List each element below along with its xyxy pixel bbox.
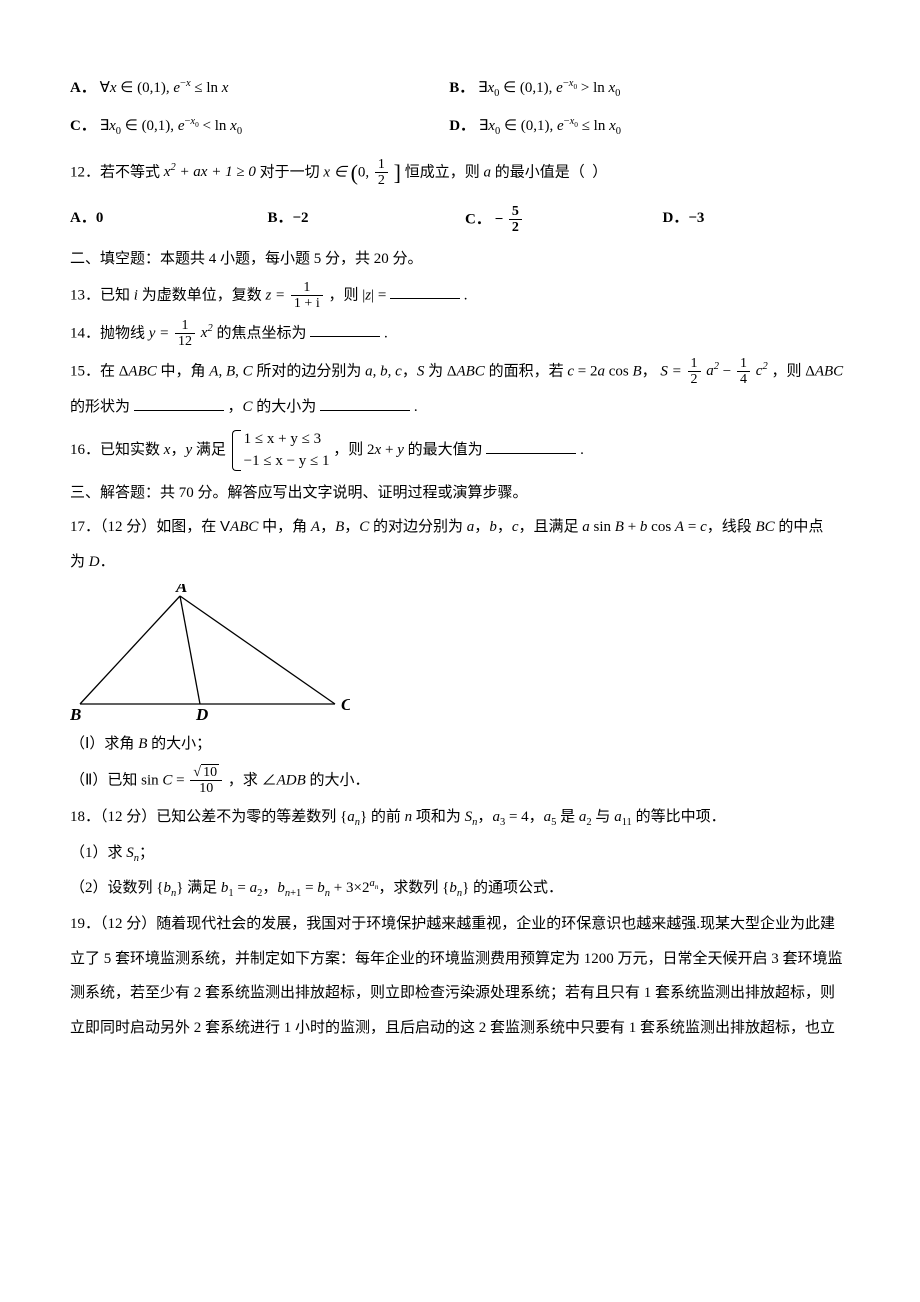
q17-stem1: 17．（12 分）如图，在 VABC 中，角 A，B，C 的对边分别为 a，b，… bbox=[70, 513, 860, 542]
q15-line1: 15．在 ΔABC 中，角 A, B, C 所对的边分别为 a, b, c，S … bbox=[70, 356, 860, 388]
q12-pre: 12．若不等式 bbox=[70, 164, 164, 180]
q12-opt-a: A．0 bbox=[70, 204, 268, 236]
q12-options: A．0 B．−2 C． − 52 D．−3 bbox=[70, 200, 860, 240]
brace-bot: −1 ≤ x − y ≤ 1 bbox=[244, 450, 330, 473]
opt-expr: ∀x ∈ (0,1), e−x ≤ ln x bbox=[100, 80, 229, 96]
q12-xin: x ∈ bbox=[323, 164, 350, 180]
q11-opt-b: B． ∃x0 ∈ (0,1), e−x0 > ln x0 bbox=[449, 74, 828, 104]
svg-text:C: C bbox=[341, 695, 350, 714]
rbracket-icon: ] bbox=[394, 160, 401, 185]
svg-text:A: A bbox=[175, 584, 187, 596]
sqrt-num: √10 bbox=[190, 765, 222, 781]
q13-frac: 11 + i bbox=[291, 280, 323, 312]
opt-label: A． bbox=[70, 80, 96, 96]
x2: x2 bbox=[201, 325, 213, 341]
section-2-header: 二、填空题：本题共 4 小题，每小题 5 分，共 20 分。 bbox=[70, 245, 860, 274]
opt-label: C． bbox=[465, 211, 491, 227]
opt-label: C． bbox=[70, 118, 96, 134]
S-eq: S = bbox=[660, 363, 685, 379]
q17-p2-pre: （Ⅱ）已知 sin C = bbox=[70, 772, 188, 788]
c2: c2 bbox=[756, 363, 768, 379]
a2: a2 bbox=[706, 363, 719, 379]
q15-quarter: 14 bbox=[737, 356, 750, 388]
q13-blank bbox=[390, 283, 460, 299]
q13-pre: 13．已知 i 为虚数单位，复数 bbox=[70, 287, 265, 303]
q17-part1: （Ⅰ）求角 B 的大小； bbox=[70, 730, 860, 759]
q16-pre: 16．已知实数 x，y 满足 bbox=[70, 442, 230, 458]
section-3-header: 三、解答题：共 70 分。解答应写出文字说明、证明过程或演算步骤。 bbox=[70, 479, 860, 508]
lparen-icon: ( bbox=[351, 160, 358, 185]
opt-expr: ∃x0 ∈ (0,1), e−x0 > ln x0 bbox=[478, 80, 620, 96]
q14-pre: 14．抛物线 bbox=[70, 325, 149, 341]
q14-frac: 112 bbox=[175, 318, 195, 350]
q17-stem2: 为 D． bbox=[70, 548, 860, 577]
q12-half: 12 bbox=[375, 157, 388, 189]
q12-stem: 12．若不等式 x2 + ax + 1 ≥ 0 对于一切 x ∈ (0, 12 … bbox=[70, 152, 860, 194]
q17-p2-post: ，求 ∠ADB 的大小． bbox=[228, 772, 370, 788]
q15-half: 12 bbox=[688, 356, 701, 388]
q19-l4: 立即同时启动另外 2 套系统进行 1 小时的监测，且后启动的这 2 套监测系统中… bbox=[70, 1014, 860, 1043]
q16-blank bbox=[486, 438, 576, 454]
opt-expr: ∃x0 ∈ (0,1), e−x0 < ln x0 bbox=[100, 118, 242, 134]
q14-end: . bbox=[384, 325, 388, 341]
q11-opt-c: C． ∃x0 ∈ (0,1), e−x0 < ln x0 bbox=[70, 112, 449, 142]
q12-opt-c: C． − 52 bbox=[465, 204, 663, 236]
q15-l1-post: ，则 ΔABC bbox=[771, 363, 843, 379]
q18-part1: （1）求 Sn； bbox=[70, 839, 860, 869]
opt-expr: ∃x0 ∈ (0,1), e−x0 ≤ ln x0 bbox=[479, 118, 621, 134]
q14: 14．抛物线 y = 112 x2 的焦点坐标为 . bbox=[70, 318, 860, 350]
q15-l2-mid: ，C 的大小为 bbox=[228, 399, 317, 415]
q12-expr: x2 + ax + 1 ≥ 0 bbox=[164, 164, 256, 180]
q12-c-frac: 52 bbox=[509, 204, 522, 236]
q15-l2-end: . bbox=[414, 399, 418, 415]
q17-part2: （Ⅱ）已知 sin C = √10 10 ，求 ∠ADB 的大小． bbox=[70, 765, 860, 797]
zero: 0, bbox=[358, 164, 373, 180]
q18-part2: （2）设数列 {bn} 满足 b1 = a2，bn+1 = bn + 3×2an… bbox=[70, 874, 860, 904]
brace-top: 1 ≤ x + y ≤ 3 bbox=[244, 428, 330, 451]
minus: − bbox=[723, 363, 735, 379]
opt-label: D． bbox=[449, 118, 475, 134]
q12-opt-b: B．−2 bbox=[268, 204, 466, 236]
q16-end: . bbox=[580, 442, 584, 458]
y-eq: y = bbox=[149, 325, 173, 341]
q13-end: . bbox=[464, 287, 468, 303]
q15-l2-pre: 的形状为 bbox=[70, 399, 130, 415]
q15-blank1 bbox=[134, 395, 224, 411]
q19-l3: 测系统，若至少有 2 套系统监测出排放超标，则立即检查污染源处理系统；若有且只有… bbox=[70, 979, 860, 1008]
q12-mid: 对于一切 bbox=[260, 164, 324, 180]
q14-post: 的焦点坐标为 bbox=[216, 325, 306, 341]
q19-l2: 立了 5 套环境监测系统，并制定如下方案：每年企业的环境监测费用预算定为 120… bbox=[70, 945, 860, 974]
q14-blank bbox=[310, 321, 380, 337]
q13: 13．已知 i 为虚数单位，复数 z = 11 + i ，则 |z| = . bbox=[70, 280, 860, 312]
q12-post: 恒成立，则 a 的最小值是（ ） bbox=[405, 164, 608, 180]
neg: − bbox=[495, 211, 504, 227]
q16: 16．已知实数 x，y 满足 1 ≤ x + y ≤ 3 −1 ≤ x − y … bbox=[70, 428, 860, 473]
q19-l1: 19．（12 分）随着现代社会的发展，我国对于环境保护越来越重视，企业的环保意识… bbox=[70, 910, 860, 939]
opt-label: B． bbox=[449, 80, 474, 96]
q18-stem: 18．（12 分）已知公差不为零的等差数列 {an} 的前 n 项和为 Sn，a… bbox=[70, 803, 860, 833]
q15-blank2 bbox=[320, 395, 410, 411]
z-eq: z = bbox=[265, 287, 288, 303]
q17-frac: √10 10 bbox=[190, 765, 222, 797]
q16-brace: 1 ≤ x + y ≤ 3 −1 ≤ x − y ≤ 1 bbox=[230, 428, 330, 473]
q11-opt-d: D． ∃x0 ∈ (0,1), e−x0 ≤ ln x0 bbox=[449, 112, 828, 142]
q15-line2: 的形状为 ，C 的大小为 . bbox=[70, 393, 860, 422]
q16-mid: ，则 2x + y 的最大值为 bbox=[333, 442, 482, 458]
triangle-diagram: A B D C bbox=[70, 584, 350, 724]
q11-opt-a: A． ∀x ∈ (0,1), e−x ≤ ln x bbox=[70, 74, 449, 104]
q11-options: A． ∀x ∈ (0,1), e−x ≤ ln x B． ∃x0 ∈ (0,1)… bbox=[70, 70, 860, 146]
svg-text:B: B bbox=[70, 705, 81, 724]
q12-opt-d: D．−3 bbox=[663, 204, 861, 236]
q13-mid: ，则 |z| = bbox=[328, 287, 386, 303]
svg-text:D: D bbox=[195, 705, 208, 724]
q15-pre: 15．在 ΔABC 中，角 A, B, C 所对的边分别为 a, b, c，S … bbox=[70, 363, 657, 379]
